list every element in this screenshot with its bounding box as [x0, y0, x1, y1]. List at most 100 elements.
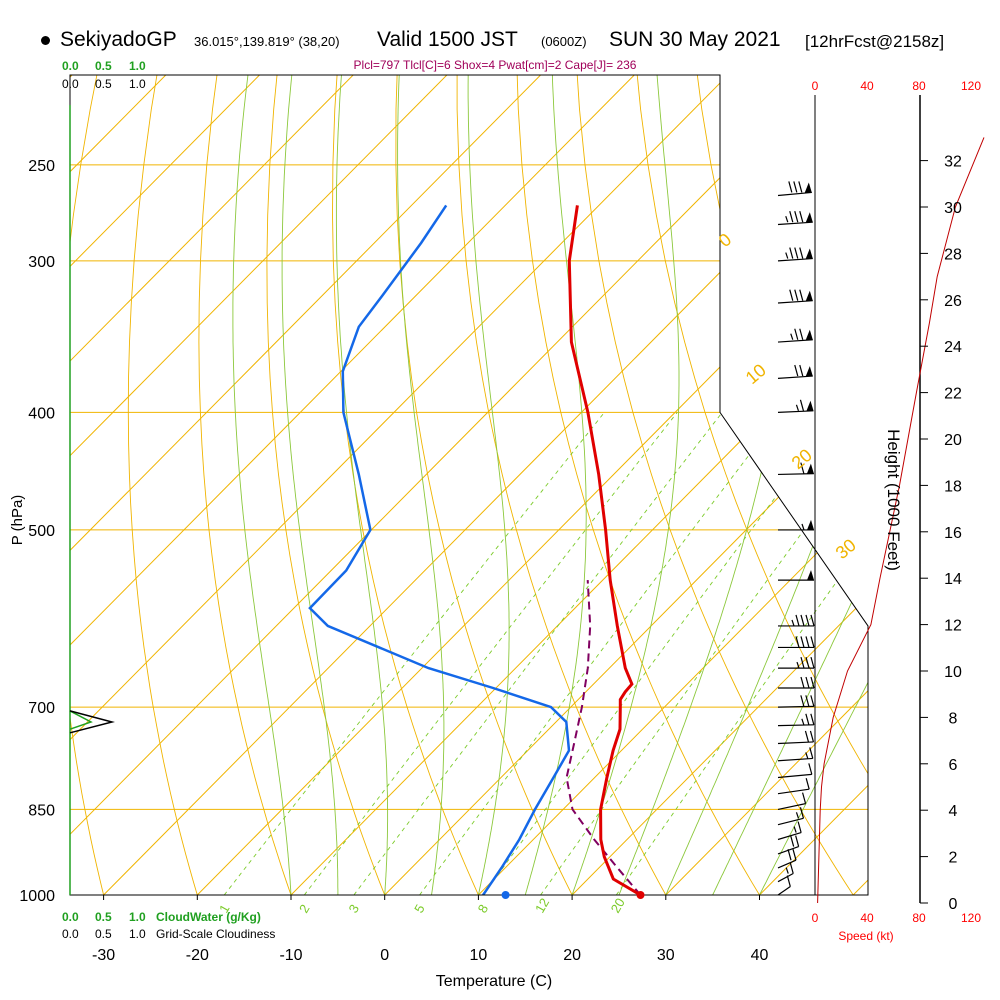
wind-barb-pennant: [805, 248, 813, 259]
speed-tick-top: 80: [912, 79, 926, 93]
surface-temperature-dot: [636, 891, 645, 899]
wind-barb-half-flag: [801, 523, 805, 531]
temperature-tick-label: 0: [380, 947, 389, 964]
wind-barb-flag: [800, 656, 805, 669]
wind-barb-flag: [799, 289, 804, 301]
wind-barb-pennant: [805, 212, 813, 223]
wind-barb-half-flag: [791, 619, 795, 627]
height-tick-label: 22: [944, 386, 962, 403]
chart-frame: [69, 74, 869, 896]
wind-barb-half-flag: [795, 404, 800, 412]
wind-barb-flag: [786, 875, 791, 887]
wind-barb-staff: [777, 339, 813, 343]
speed-tick-bottom: 40: [860, 911, 874, 925]
wind-barb-staff: [777, 410, 814, 413]
wind-barb-pennant: [805, 366, 813, 377]
wind-barb-pennant: [807, 570, 814, 581]
wind-barb-flag: [800, 636, 805, 648]
pressure-tick-label: 250: [28, 158, 55, 175]
mixing-ratio-line: [353, 412, 723, 895]
axis-labels: 1 2 3 5 8 12 2001020300.00.00.00.00.50.50.50.5…: [9, 59, 981, 990]
wind-barb-pennant: [807, 519, 814, 530]
height-tick-label: 30: [944, 200, 962, 217]
moist-adiabat-line: [232, 75, 292, 895]
wind-barb-staff: [777, 846, 799, 855]
temperature-tick-label: 10: [470, 947, 488, 964]
wind-barb-flag: [805, 713, 810, 725]
isotherm-line: [759, 75, 868, 895]
wind-barb-flag: [801, 792, 807, 804]
pressure-tick-label: 850: [28, 802, 55, 819]
wind-barb-flag: [795, 636, 800, 648]
dry-adiabat-line: [70, 75, 111, 895]
wind-barb-pennant: [804, 182, 812, 193]
wind-barb-flag: [799, 399, 805, 411]
mixing-ratio-label: 5: [411, 902, 428, 916]
speed-axis-label: Speed (kt): [838, 929, 893, 943]
moist-adiabat-line: [759, 75, 868, 895]
wind-barb-flag: [788, 181, 793, 193]
dewpoint-trace: [308, 204, 571, 895]
wind-barb-flag: [797, 821, 802, 833]
moist-adiabat-line: [335, 75, 389, 895]
dry-adiabat-line: [574, 75, 868, 895]
wind-barb-staff: [777, 872, 794, 883]
pressure-axis-label: P (hPa): [9, 495, 26, 546]
wind-barb-flag: [789, 211, 794, 223]
temperature-axis-label: Temperature (C): [436, 973, 552, 990]
mixing-ratio-label: 3: [346, 902, 363, 916]
height-tick-label: 24: [944, 339, 962, 356]
wind-barb-pennant: [805, 290, 813, 301]
dry-adiabat-label: 0: [715, 229, 736, 251]
dry-adiabat-line: [127, 75, 206, 895]
mixing-ratio-line: [540, 412, 868, 895]
wind-barb-flag: [799, 328, 804, 340]
wind-barb-half-flag: [795, 812, 800, 819]
wind-barb-flag: [800, 695, 805, 707]
wind-barb-staff: [777, 886, 791, 896]
isotherm-line: [70, 75, 288, 895]
wind-barb-staff: [777, 859, 797, 869]
wind-barb-staff: [777, 788, 810, 795]
wind-barb-flag: [799, 807, 805, 819]
wind-barb-staff: [777, 803, 806, 810]
dry-adiabat-line: [0, 47, 43, 920]
moist-adiabat-line: [467, 75, 510, 895]
site-coordinates: 36.015°,139.819° (38,20): [194, 34, 340, 49]
isotherm-line: [70, 75, 569, 895]
wind-barb-flag: [790, 835, 795, 847]
isotherm-line: [70, 75, 756, 895]
height-tick-label: 20: [944, 432, 962, 449]
isotherm-line: [0, 47, 6, 895]
speed-tick-bottom: 0: [812, 911, 819, 925]
wind-barb-half-flag: [796, 661, 800, 669]
cloudiness-tick-bottom: 0.5: [95, 927, 112, 941]
wind-barb-pennant: [806, 400, 814, 411]
wind-barb-flag: [805, 695, 810, 707]
site-marker-icon: [41, 36, 50, 45]
isotherm-line: [196, 75, 868, 895]
wind-barb-flag: [810, 676, 815, 689]
height-tick-label: 4: [949, 803, 958, 820]
wind-barb-flag: [792, 849, 797, 861]
isotherm-line: [70, 75, 381, 895]
wind-barb-flag: [794, 289, 799, 301]
wind-barb-flag: [789, 289, 794, 301]
wind-barb-flag: [808, 763, 813, 775]
wind-barb-half-flag: [793, 826, 797, 833]
height-axis-label: Height (1000 Feet): [884, 429, 903, 571]
surface-dewpoint-dot: [501, 891, 510, 899]
mixing-ratio-line: [615, 412, 868, 895]
cloud-water-trace: [69, 710, 93, 730]
forecast-run: [12hrFcst@2158z]: [805, 32, 945, 51]
cloudiness-label: Grid-Scale Cloudiness: [156, 927, 275, 941]
mixing-ratio-line: [223, 412, 605, 895]
moist-adiabat-line: [571, 75, 680, 895]
speed-tick-top: 40: [860, 79, 874, 93]
mixing-ratio-line: [419, 412, 782, 895]
wind-barb-flag: [800, 462, 805, 474]
wind-barb-half-flag: [801, 718, 805, 726]
isotherm-line: [70, 75, 475, 895]
height-tick-label: 12: [944, 618, 962, 635]
